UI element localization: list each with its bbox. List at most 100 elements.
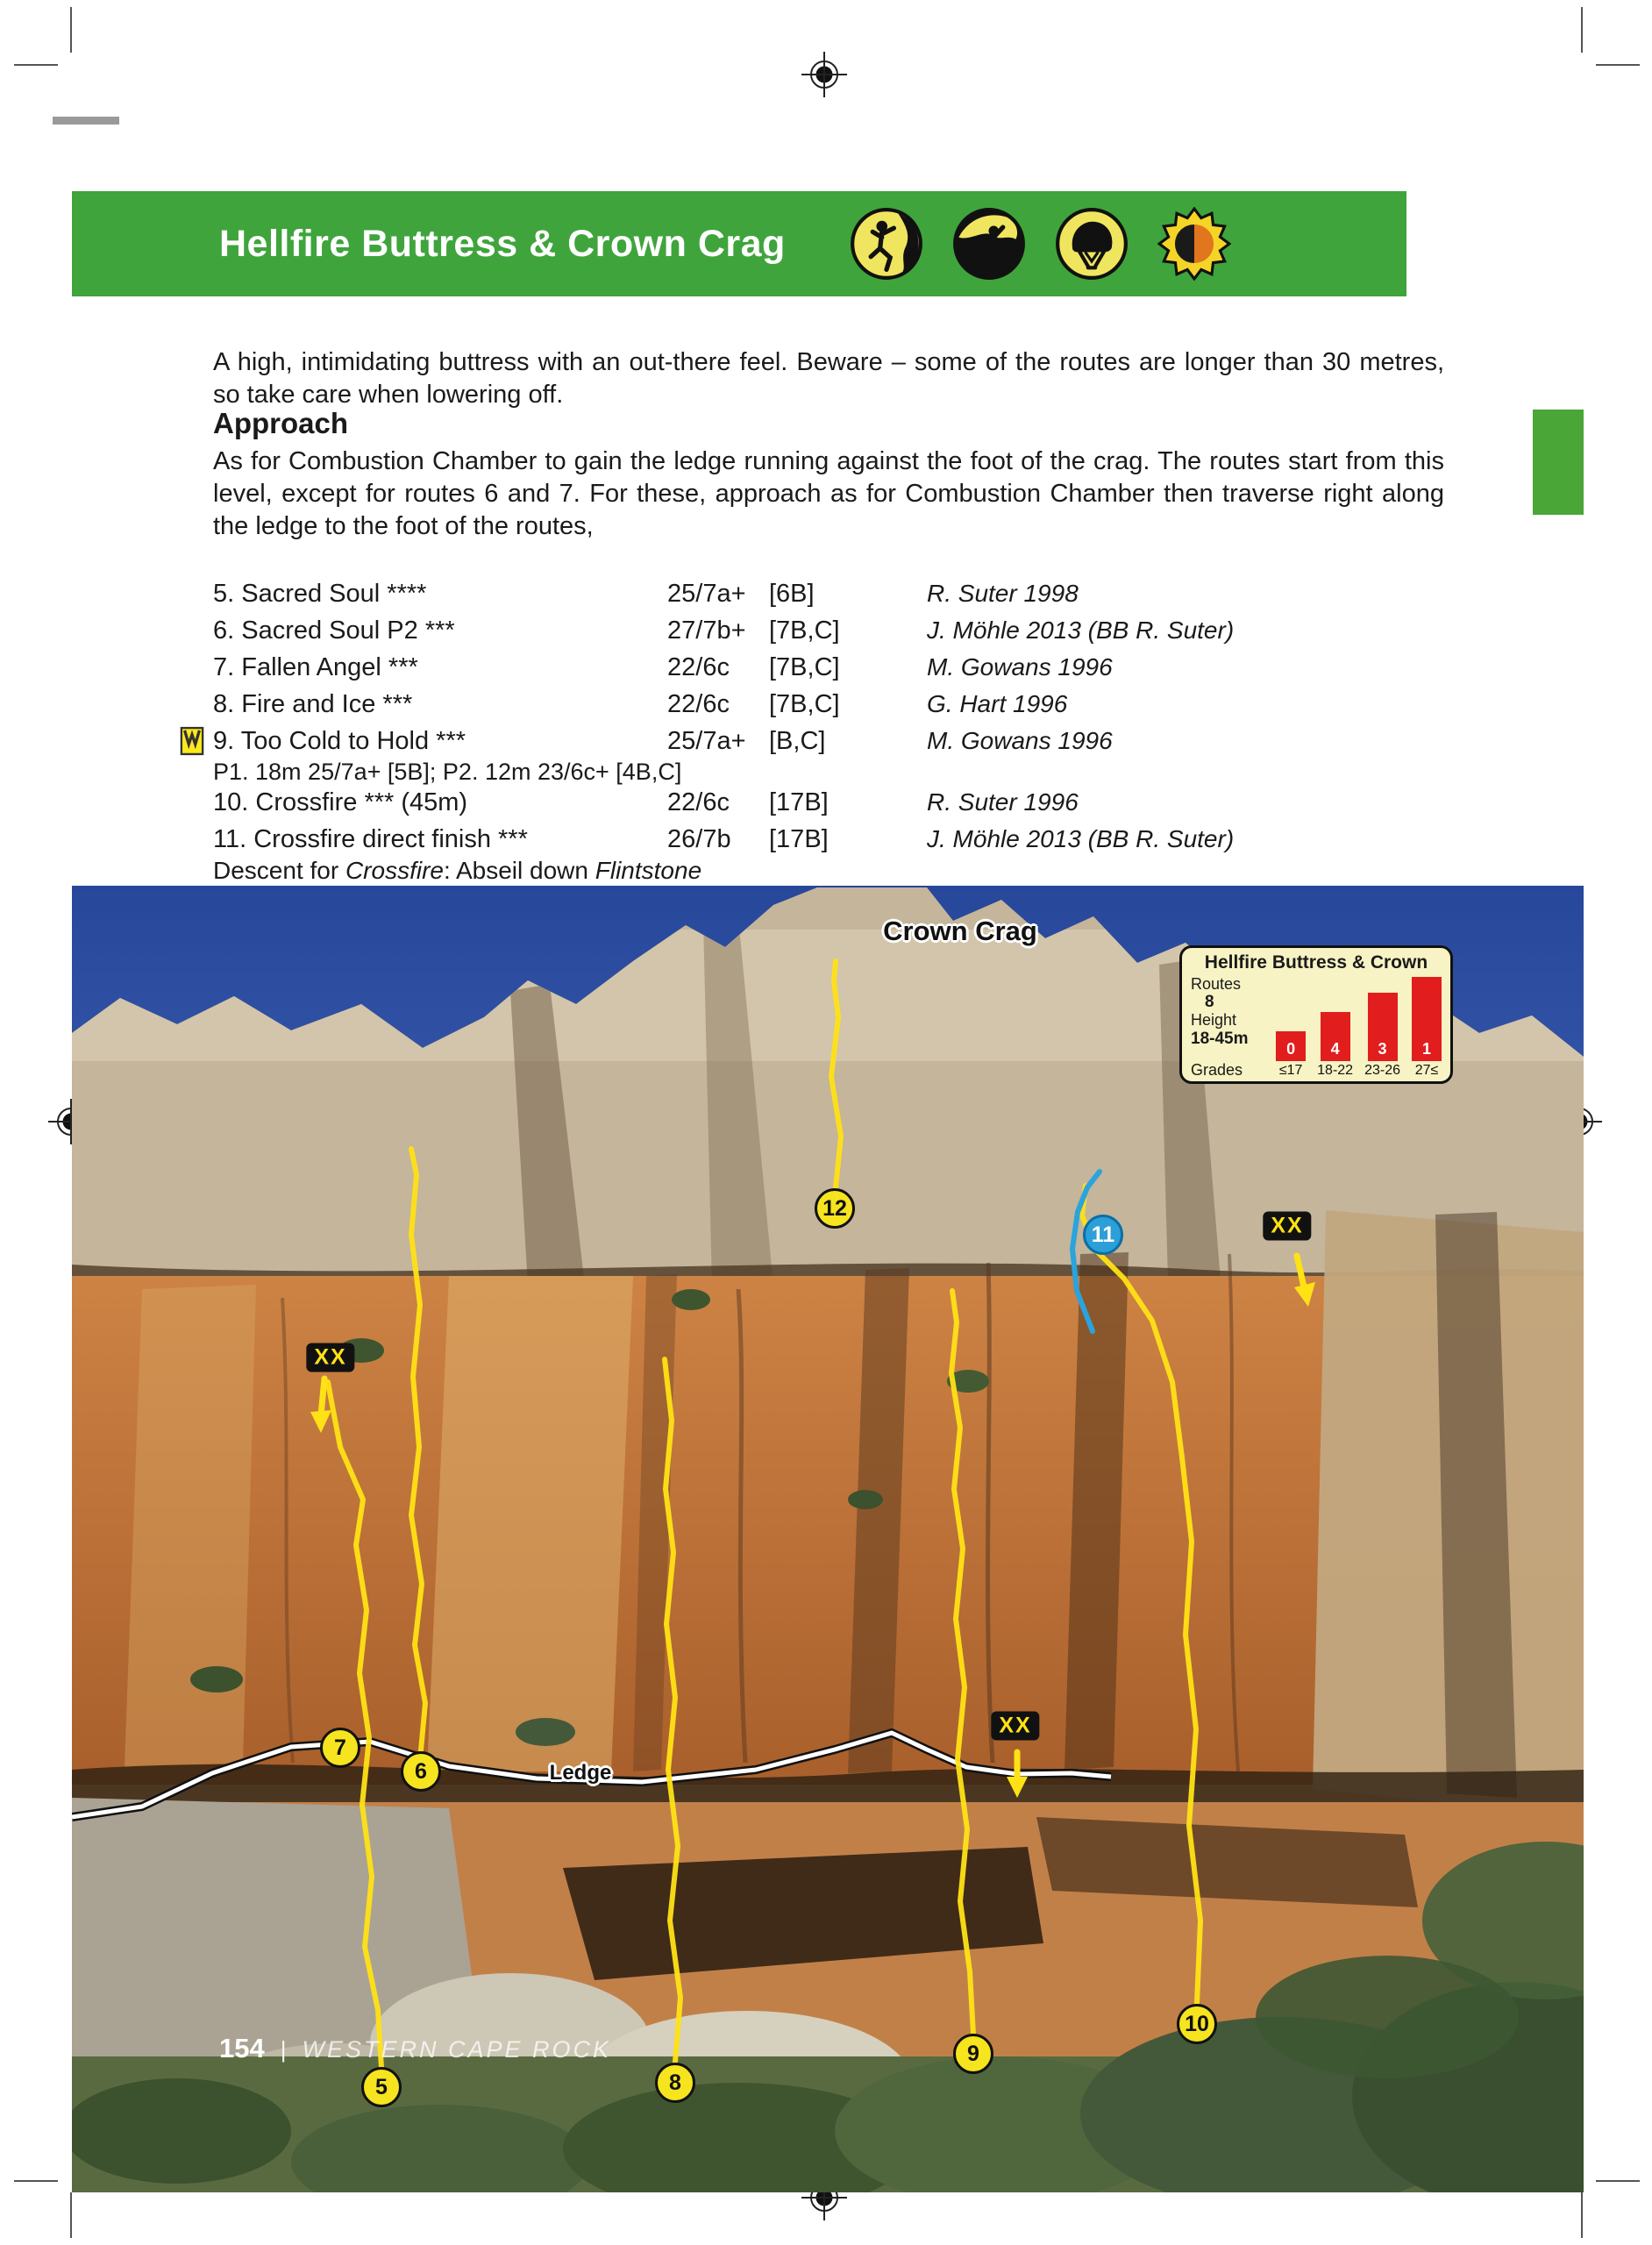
descent-note-segment: Descent for: [213, 857, 345, 884]
route-row: 10. Crossfire *** (45m) 22/6c [17B] R. Sute…: [213, 784, 1444, 821]
grade-bar: 0: [1276, 1031, 1307, 1061]
route-row: 6. Sacred Soul P2 *** 27/7b+ [7B,C] J. Möhl…: [213, 612, 1444, 649]
route-number-marker-8: 8: [655, 2063, 695, 2103]
grade-bar-column: 1 27≤: [1412, 977, 1442, 1079]
print-color-bar: [53, 117, 119, 125]
route-number-marker-9: 9: [953, 2034, 993, 2074]
sport-climber-icon: [850, 207, 923, 281]
descent-note-segment: Crossfire: [345, 857, 444, 884]
info-box-title: Hellfire Buttress & Crown: [1204, 952, 1428, 973]
route-first-ascent: G. Hart 1996: [927, 690, 1068, 717]
route-line-11: [1070, 1169, 1102, 1334]
crag-name-label: Crown Crag: [883, 916, 1037, 946]
approach-heading: Approach: [213, 407, 349, 439]
crag-info-box: Hellfire Buttress & Crown Routes 8 Heigh…: [1179, 945, 1453, 1084]
height-label: Height: [1191, 1011, 1237, 1030]
crop-mark: [70, 7, 72, 53]
route-number-marker-11: 11: [1083, 1215, 1123, 1255]
route-line-5: [325, 1379, 384, 2070]
book-title: WESTERN CAPE ROCK: [302, 2036, 612, 2063]
height-value: 18-45m: [1191, 1029, 1249, 1048]
route-lines: [325, 959, 1203, 2070]
helmet-icon: [1055, 207, 1129, 281]
crop-mark: [1596, 64, 1640, 66]
anchor-arrows: [310, 1252, 1315, 1798]
route-name: 9. Too Cold to Hold ***: [213, 727, 466, 755]
grade-bar: 1: [1412, 977, 1442, 1061]
crag-attribute-icons: [850, 206, 1232, 282]
grade-bar-column: 0 ≤17: [1276, 1031, 1307, 1079]
route-pitch-detail: P1. 18m 25/7a+ [5B]; P2. 12m 23/6c+ [4B,…: [213, 759, 682, 785]
footer-divider: |: [280, 2036, 287, 2063]
section-header-banner: Hellfire Buttress & Crown Crag: [72, 191, 1406, 296]
grade-distribution-chart: 0 ≤17 4 18-22 3 23-26 1 27≤: [1271, 975, 1442, 1079]
route-first-ascent: M. Gowans 1996: [927, 727, 1113, 754]
registration-mark: [801, 52, 847, 97]
anchor-marker: XX: [306, 1343, 355, 1372]
route-grade: 22/6c: [667, 690, 730, 718]
route-list: 5. Sacred Soul **** 25/7a+ [6B] R. Suter 19…: [180, 575, 1444, 884]
steep-climber-icon: [952, 207, 1026, 281]
route-first-ascent: R. Suter 1998: [927, 580, 1079, 607]
crop-mark: [70, 2192, 72, 2238]
route-number-marker-12: 12: [815, 1188, 855, 1229]
route-name: 11. Crossfire direct finish ***: [213, 825, 528, 853]
route-gear: [7B,C]: [769, 653, 840, 681]
route-name: 5. Sacred Soul ****: [213, 580, 427, 608]
route-grade: 22/6c: [667, 788, 730, 816]
ledge-label: Ledge: [549, 1761, 612, 1785]
grade-bar-category: 27≤: [1414, 1063, 1439, 1078]
approach-paragraph: As for Combustion Chamber to gain the le…: [213, 447, 1444, 540]
route-row: 7. Fallen Angel *** 22/6c [7B,C] M. Gowans …: [213, 649, 1444, 686]
route-line-9: [949, 1288, 976, 2037]
route-first-ascent: M. Gowans 1996: [927, 653, 1113, 681]
grade-bar-category: 23-26: [1364, 1063, 1400, 1078]
grade-bar-column: 3 23-26: [1364, 993, 1400, 1079]
chapter-edge-tab: [1533, 410, 1584, 515]
page-footer: 154 | WESTERN CAPE ROCK: [219, 2033, 611, 2064]
route-first-ascent: J. Möhle 2013 (BB R. Suter): [927, 825, 1235, 852]
page-title: Hellfire Buttress & Crown Crag: [219, 223, 786, 265]
descent-note-segment: : Abseil down: [443, 857, 595, 884]
crop-mark: [1581, 2192, 1583, 2238]
route-gear: [7B,C]: [769, 616, 840, 645]
route-number-marker-5: 5: [361, 2067, 402, 2107]
route-grade: 25/7a+: [667, 727, 746, 755]
grade-bar: 4: [1320, 1012, 1350, 1061]
route-grade: 22/6c: [667, 653, 730, 681]
grade-bar-count: 3: [1378, 1040, 1387, 1058]
route-gear: [6B]: [769, 580, 815, 608]
route-grade: 26/7b: [667, 825, 731, 853]
routes-value: 8: [1205, 993, 1214, 1012]
project-flag-icon: [180, 725, 204, 757]
route-gear: [7B,C]: [769, 690, 840, 718]
grade-bar-category: 18-22: [1317, 1063, 1354, 1078]
route-gear: [B,C]: [769, 727, 826, 755]
project-flag-icon: [180, 726, 204, 756]
route-line-8: [662, 1357, 683, 2064]
grade-bar-column: 4 18-22: [1317, 1012, 1353, 1079]
grade-bar-category: ≤17: [1278, 1063, 1303, 1078]
grades-label: Grades: [1191, 1060, 1243, 1079]
route-row: 8. Fire and Ice *** 22/6c [7B,C] G. Hart 19…: [213, 686, 1444, 723]
crop-mark: [14, 2180, 58, 2182]
route-row: 5. Sacred Soul **** 25/7a+ [6B] R. Suter 19…: [213, 575, 1444, 612]
route-first-ascent: J. Möhle 2013 (BB R. Suter): [927, 616, 1235, 644]
route-grade: 27/7b+: [667, 616, 746, 645]
route-line-6: [409, 1146, 428, 1753]
grade-bar-count: 0: [1286, 1040, 1296, 1058]
crop-mark: [1581, 7, 1583, 53]
grade-bar: 3: [1367, 993, 1398, 1061]
intro-paragraph: A high, intimidating buttress with an ou…: [213, 348, 1444, 409]
route-number-marker-6: 6: [401, 1751, 441, 1792]
routes-label: Routes: [1191, 975, 1242, 993]
anchor-marker: XX: [1263, 1211, 1312, 1241]
route-grade: 25/7a+: [667, 580, 746, 608]
route-name: 10. Crossfire *** (45m): [213, 788, 468, 816]
page-number: 154: [219, 2033, 265, 2063]
crop-mark: [1596, 2180, 1640, 2182]
route-line-12: [829, 959, 844, 1190]
route-row: 9. Too Cold to Hold *** 25/7a+ [B,C] M. Gow…: [180, 723, 1444, 759]
route-number-marker-10: 10: [1177, 2004, 1217, 2044]
route-name: 7. Fallen Angel ***: [213, 653, 418, 681]
